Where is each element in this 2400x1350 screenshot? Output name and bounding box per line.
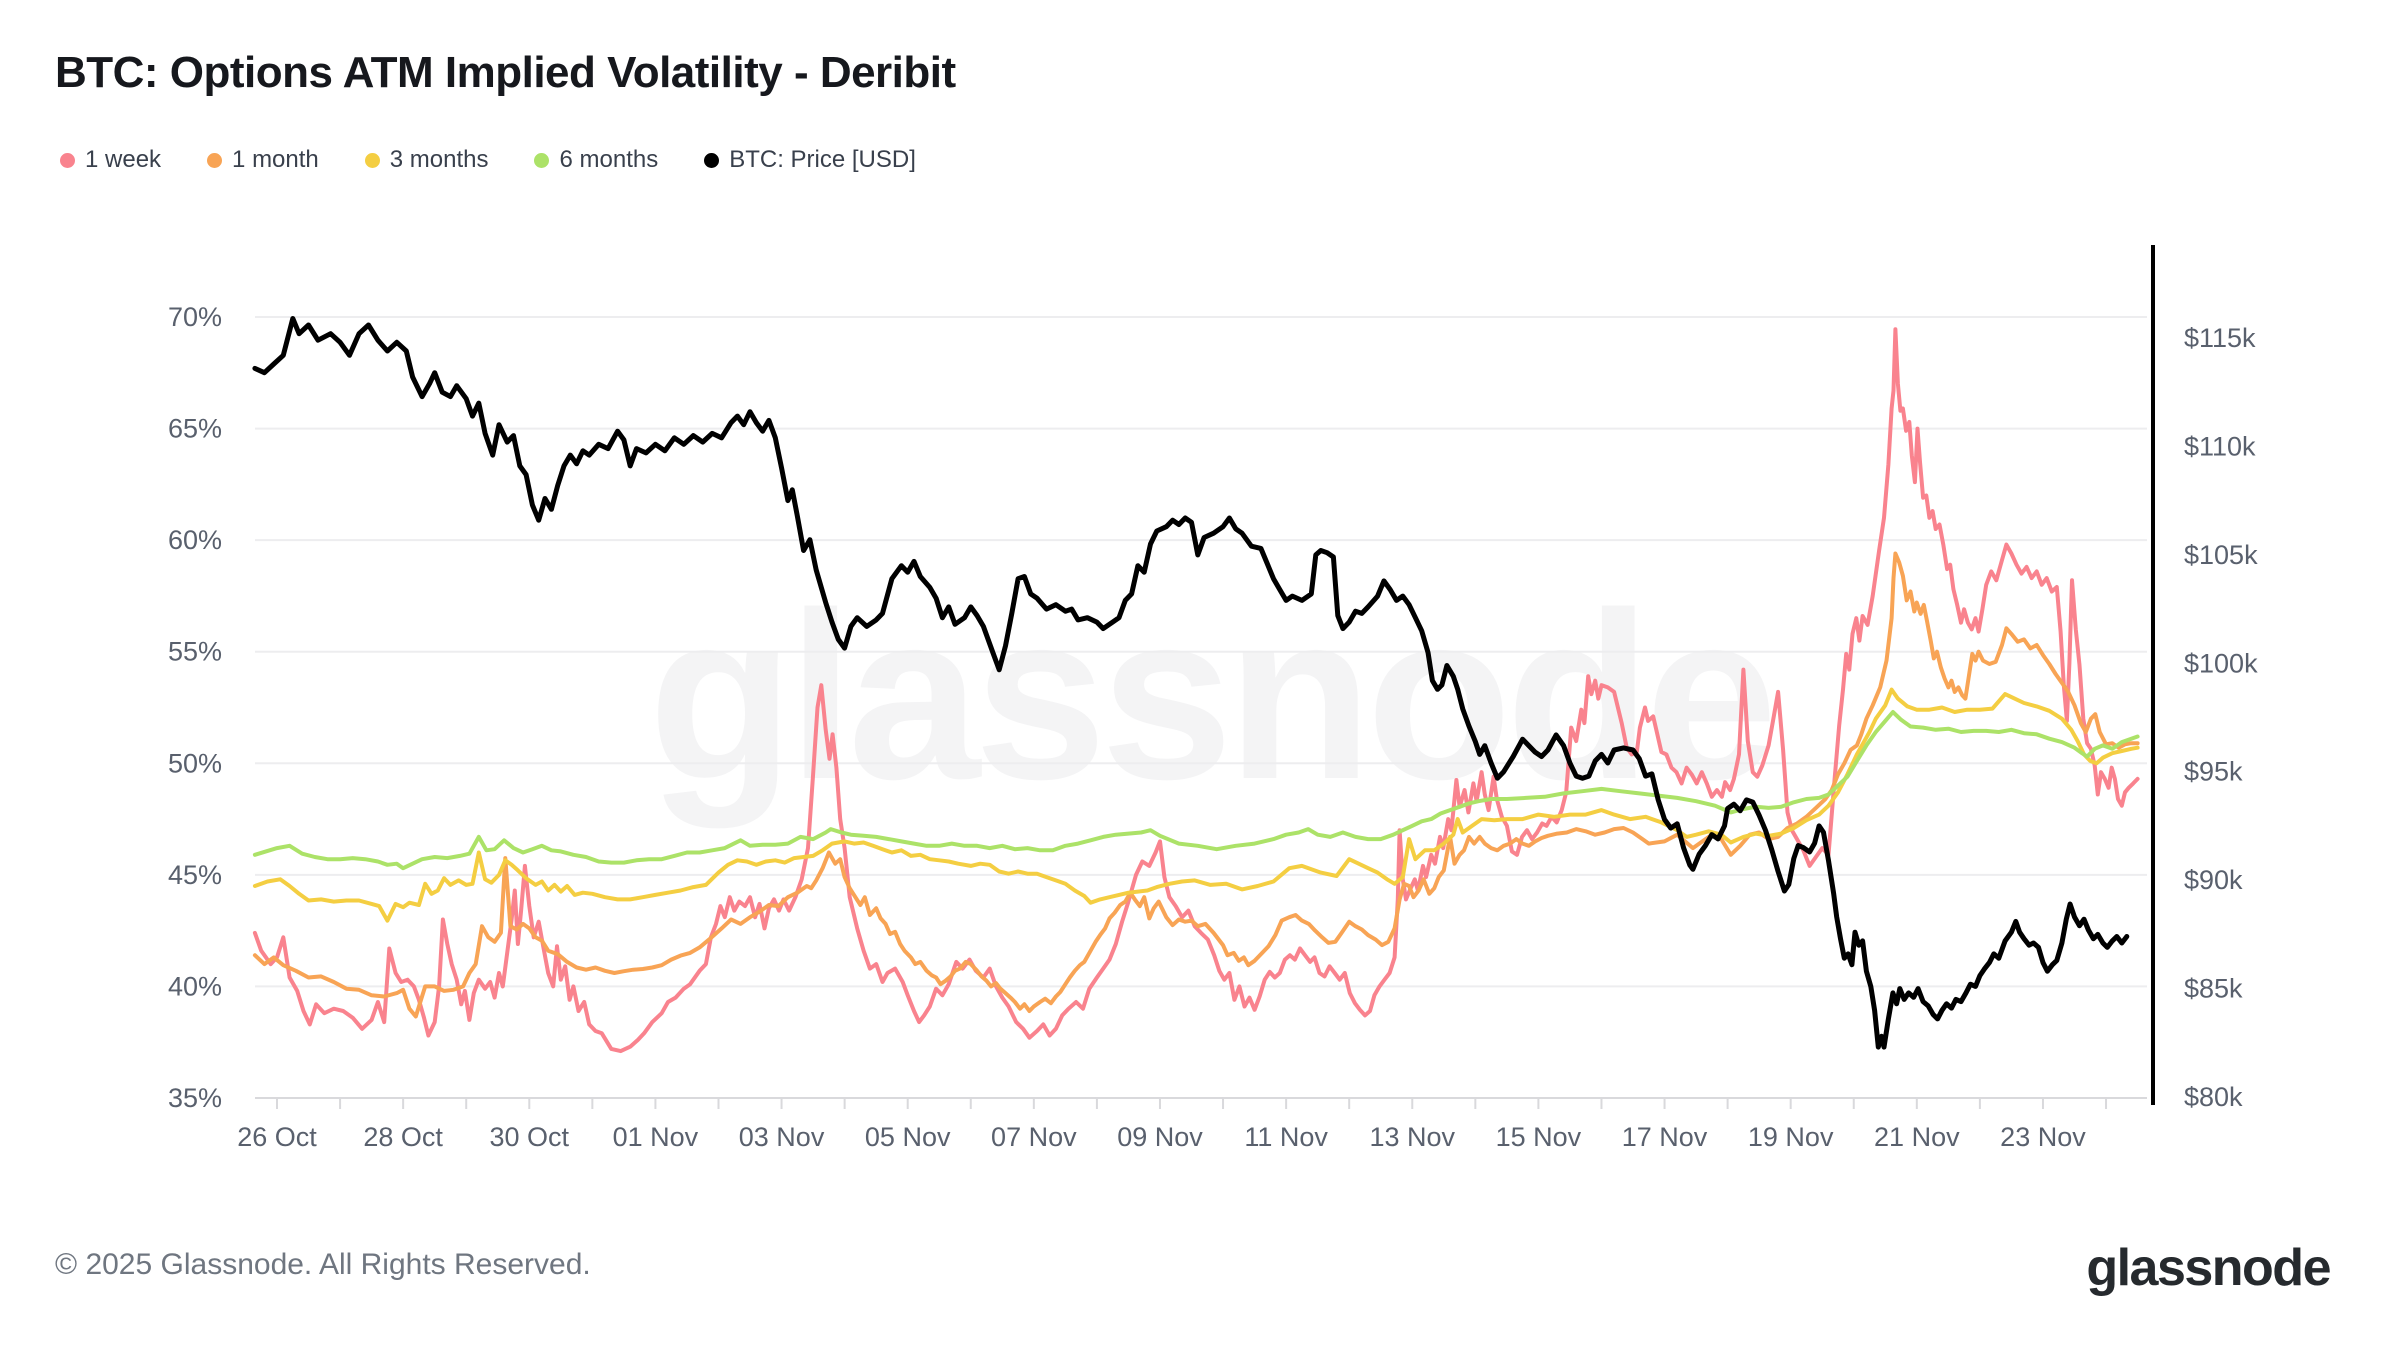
legend-label: 3 months: [389, 146, 489, 173]
right-axis-label-$105k: $105k: [2184, 540, 2258, 570]
legend-item-1-month[interactable]: 1 month: [207, 146, 319, 174]
legend-label: 1 week: [85, 146, 162, 173]
left-axis-label-60%: 60%: [168, 525, 222, 555]
left-axis-label-35%: 35%: [168, 1083, 222, 1113]
x-axis-label-05-Nov: 05 Nov: [865, 1122, 951, 1152]
legend-label: 6 months: [559, 146, 659, 173]
right-axis-label-$115k: $115k: [2184, 323, 2256, 353]
x-axis-label-11-Nov: 11 Nov: [1244, 1122, 1328, 1152]
left-axis-label-45%: 45%: [168, 860, 222, 890]
legend-item-1-week[interactable]: 1 week: [60, 146, 161, 174]
right-axis-label-$85k: $85k: [2184, 974, 2243, 1004]
legend-dot-icon: [60, 152, 75, 168]
legend-item-btc-price-usd-[interactable]: BTC: Price [USD]: [704, 146, 916, 174]
right-axis-label-$110k: $110k: [2184, 431, 2256, 461]
left-axis-label-40%: 40%: [168, 971, 222, 1001]
legend-label: 1 month: [232, 146, 319, 173]
legend-dot-icon: [704, 152, 720, 168]
x-axis-label-28-Oct: 28 Oct: [363, 1122, 443, 1152]
legend-dot-icon: [364, 152, 380, 168]
x-axis-label-17-Nov: 17 Nov: [1622, 1122, 1708, 1152]
legend: 1 week 1 month 3 months 6 months BTC: Price …: [60, 146, 916, 174]
x-axis-label-15-Nov: 15 Nov: [1496, 1122, 1582, 1152]
legend-item-6-months[interactable]: 6 months: [534, 146, 658, 174]
left-axis-label-65%: 65%: [168, 414, 222, 444]
series-3-months[interactable]: [252, 687, 2140, 923]
x-axis-label-03-Nov: 03 Nov: [739, 1122, 825, 1152]
right-axis-label-$95k: $95k: [2184, 757, 2243, 787]
x-axis-label-13-Nov: 13 Nov: [1369, 1122, 1455, 1152]
left-axis-label-55%: 55%: [168, 637, 222, 667]
x-axis-label-21-Nov: 21 Nov: [1874, 1122, 1960, 1152]
left-axis-label-50%: 50%: [168, 748, 222, 778]
x-axis-label-30-Oct: 30 Oct: [490, 1122, 570, 1152]
series-6-months[interactable]: [252, 710, 2140, 871]
legend-item-3-months[interactable]: 3 months: [364, 146, 489, 174]
right-axis-label-$80k: $80k: [2184, 1082, 2243, 1112]
x-axis-label-26-Oct: 26 Oct: [237, 1122, 317, 1152]
page-title: BTC: Options ATM Implied Volatility - De…: [55, 48, 956, 97]
legend-dot-icon: [534, 152, 550, 168]
x-axis-label-07-Nov: 07 Nov: [991, 1122, 1077, 1152]
x-axis-label-01-Nov: 01 Nov: [613, 1122, 699, 1152]
glassnode-logo: glassnode: [2086, 1239, 2331, 1297]
series-1-month[interactable]: [252, 551, 2140, 1019]
legend-dot-icon: [207, 152, 223, 168]
copyright-text: © 2025 Glassnode. All Rights Reserved.: [55, 1248, 591, 1281]
right-axis-label-$90k: $90k: [2184, 865, 2243, 895]
left-axis-label-70%: 70%: [168, 302, 222, 332]
legend-label: BTC: Price [USD]: [729, 146, 916, 173]
x-axis-label-09-Nov: 09 Nov: [1117, 1122, 1203, 1152]
series-btc-price-usd-[interactable]: [252, 316, 2130, 1050]
x-axis-label-23-Nov: 23 Nov: [2000, 1122, 2086, 1152]
right-axis-label-$100k: $100k: [2184, 648, 2258, 678]
x-axis-label-19-Nov: 19 Nov: [1748, 1122, 1834, 1152]
series-1-week[interactable]: [252, 327, 2140, 1054]
